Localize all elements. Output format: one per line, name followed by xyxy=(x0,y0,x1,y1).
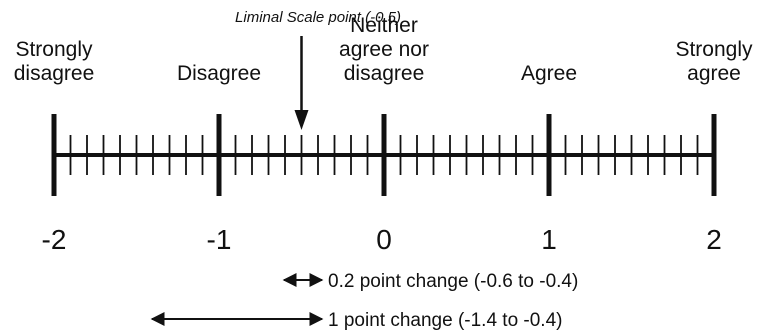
change-label: 0.2 point change (-0.6 to -0.4) xyxy=(328,271,578,292)
liminal-callout: Liminal Scale point (-0.5) xyxy=(235,9,401,130)
number-labels: -2 -1 0 1 2 xyxy=(42,224,722,255)
scale-ticks xyxy=(51,114,717,196)
change-label: 1 point change (-1.4 to -0.4) xyxy=(328,310,562,331)
change-indicators: 0.2 point change (-0.6 to -0.4) 1 point c… xyxy=(150,271,578,331)
anchor-label-line: Strongly xyxy=(675,38,753,61)
callout-label: Liminal Scale point (-0.5) xyxy=(235,9,401,26)
scale-number-label: -2 xyxy=(42,224,67,255)
anchor-label-line: disagree xyxy=(14,62,95,85)
anchor-label-line: Neither xyxy=(350,14,418,37)
scale-number-label: 1 xyxy=(541,224,557,255)
anchor-label-line: Disagree xyxy=(177,62,261,85)
scale-number-label: -1 xyxy=(207,224,232,255)
scale-number-label: 0 xyxy=(376,224,392,255)
anchor-label-line: agree xyxy=(687,62,741,85)
anchor-label-line: Agree xyxy=(521,62,577,85)
anchor-label-line: Strongly xyxy=(15,38,93,61)
anchor-label-line: disagree xyxy=(344,62,425,85)
callout-arrowhead xyxy=(294,110,309,130)
anchor-label-line: agree nor xyxy=(339,38,429,61)
scale-number-label: 2 xyxy=(706,224,722,255)
